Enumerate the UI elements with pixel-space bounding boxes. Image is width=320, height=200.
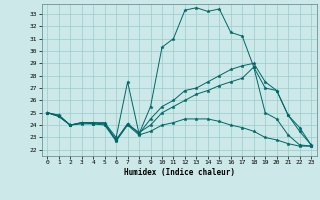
X-axis label: Humidex (Indice chaleur): Humidex (Indice chaleur): [124, 168, 235, 177]
